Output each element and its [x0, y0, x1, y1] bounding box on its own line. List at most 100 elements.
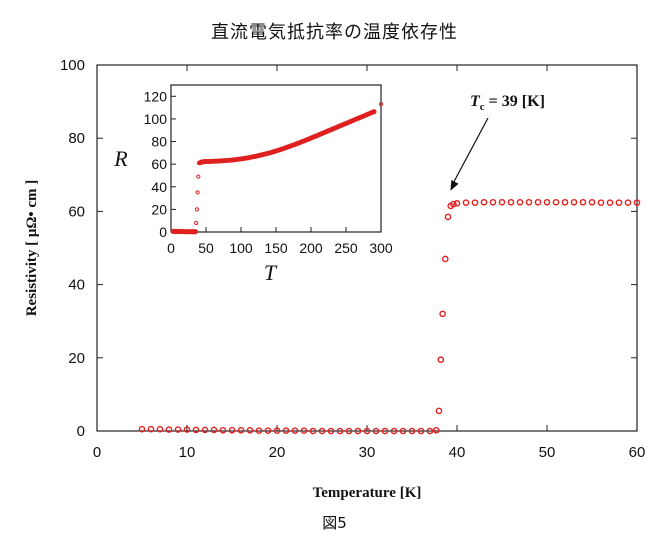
- inset-x-tick-label: 0: [167, 240, 175, 256]
- main-data-point: [498, 198, 506, 206]
- tc-annotation: Tc = 39 [K]: [450, 93, 545, 191]
- main-data-point: [480, 198, 488, 206]
- main-y-tick-label: 20: [68, 350, 85, 367]
- main-x-tick-label: 30: [359, 444, 376, 461]
- main-x-tick-label: 0: [93, 444, 101, 461]
- main-data-point: [282, 427, 290, 434]
- inset-y-tick-label: 60: [151, 156, 167, 172]
- main-data-point: [264, 427, 272, 434]
- main-data-point: [147, 425, 155, 433]
- inset-data-series: [170, 102, 384, 235]
- tc-annotation-arrowhead: [450, 180, 459, 191]
- inset-x-tick-label: 100: [229, 240, 253, 256]
- main-data-point: [156, 425, 164, 433]
- main-data-point: [624, 199, 632, 206]
- main-data-point: [453, 200, 461, 207]
- inset-data-point: [193, 229, 198, 235]
- inset-background: [171, 85, 381, 232]
- inset-y-tick-label: 40: [151, 179, 167, 195]
- main-data-point: [390, 427, 398, 435]
- figure-caption: 図5: [322, 514, 347, 532]
- inset-y-tick-label: 100: [144, 111, 168, 127]
- inset-y-tick-label: 20: [151, 201, 167, 217]
- main-data-point: [300, 427, 308, 434]
- tc-annotation-text: Tc = 39 [K]: [470, 93, 545, 113]
- main-data-point: [579, 198, 587, 206]
- inset-data-point: [371, 109, 377, 115]
- main-data-point: [273, 427, 281, 434]
- main-data-point: [615, 199, 623, 206]
- main-x-tick-label: 40: [449, 444, 466, 461]
- main-data-point: [437, 356, 445, 363]
- inset-y-tick-label: 120: [144, 88, 168, 104]
- main-data-point: [525, 198, 533, 206]
- main-y-tick-label: 100: [60, 57, 85, 74]
- main-data-point: [192, 426, 200, 434]
- main-data-point: [336, 427, 344, 435]
- main-data-point: [435, 407, 443, 415]
- inset-axis-ticks: 0 50 100 150 200 250 300 0 20 40 60 80 100 120: [144, 88, 393, 256]
- main-data-point: [471, 199, 479, 206]
- main-x-tick-label: 50: [539, 444, 556, 461]
- main-data-point: [372, 427, 380, 435]
- page-title: 直流電気抵抗率の温度依存性: [211, 22, 458, 43]
- main-data-point: [201, 426, 209, 434]
- main-data-point: [237, 426, 245, 434]
- inset-data-point: [196, 174, 201, 179]
- main-data-point: [228, 426, 236, 434]
- main-data-point: [597, 199, 605, 206]
- inset-data-point: [194, 207, 199, 212]
- main-data-point: [327, 427, 335, 435]
- main-data-point: [183, 426, 191, 433]
- inset-x-tick-label: 200: [299, 240, 323, 256]
- inset-data-point: [195, 190, 200, 195]
- main-data-point: [450, 200, 457, 208]
- main-data-point: [165, 426, 173, 433]
- main-data-point: [399, 427, 407, 435]
- inset-x-tick-label: 300: [369, 240, 393, 256]
- main-data-point: [417, 427, 425, 435]
- inset-x-tick-label: 150: [264, 240, 288, 256]
- main-data-point: [246, 426, 254, 434]
- main-axis-ticks: 0 10 20 30 40 50 60 0 20 40 60 80 100: [60, 57, 645, 461]
- main-y-tick-label: 40: [68, 277, 85, 294]
- main-y-tick-label: 60: [68, 203, 85, 220]
- main-data-point: [633, 199, 641, 206]
- main-data-point: [489, 198, 497, 206]
- inset-data-point: [194, 220, 199, 226]
- main-data-point: [345, 427, 353, 435]
- main-x-axis-label: Temperature [K]: [313, 485, 422, 501]
- main-y-tick-label: 0: [77, 423, 85, 440]
- main-data-point: [444, 213, 452, 221]
- inset-data-point: [378, 102, 384, 107]
- main-y-tick-label: 80: [68, 130, 85, 147]
- main-data-point: [291, 427, 299, 434]
- main-data-point: [255, 427, 263, 434]
- main-data-point: [552, 198, 560, 206]
- inset-y-tick-label: 0: [159, 224, 167, 240]
- main-data-point: [516, 198, 524, 206]
- main-data-point: [309, 427, 317, 435]
- main-data-point: [354, 427, 362, 435]
- inset-x-tick-label: 250: [334, 240, 358, 256]
- tc-annotation-arrow: [452, 117, 489, 184]
- main-data-point: [588, 198, 596, 206]
- main-data-series: [138, 198, 641, 435]
- main-y-axis-label: Resistivity [ μΩ• cm ]: [24, 180, 40, 317]
- main-data-point: [561, 198, 569, 206]
- main-data-point: [441, 255, 449, 263]
- main-data-point: [219, 426, 227, 434]
- main-data-point: [462, 199, 470, 206]
- main-data-point: [507, 198, 515, 206]
- main-data-point: [408, 427, 416, 435]
- main-data-point: [138, 425, 146, 433]
- inset-y-tick-label: 80: [151, 134, 167, 150]
- main-data-point: [381, 427, 389, 435]
- main-data-point: [174, 426, 182, 433]
- main-data-point: [606, 199, 614, 206]
- main-data-point: [363, 427, 371, 435]
- main-data-point: [543, 198, 551, 206]
- main-data-point: [432, 426, 440, 434]
- main-data-point: [439, 310, 446, 318]
